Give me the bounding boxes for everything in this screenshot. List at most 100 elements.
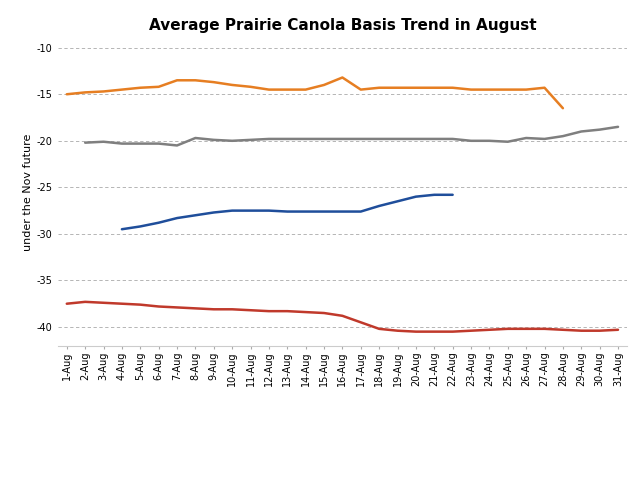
2017	[136, 224, 144, 229]
2015	[284, 136, 291, 142]
Line: 2015: 2015	[85, 127, 618, 145]
2016	[559, 327, 567, 333]
2014	[302, 87, 310, 93]
2015	[302, 136, 310, 142]
2016	[486, 327, 493, 333]
2016	[228, 306, 236, 312]
2016	[173, 304, 181, 310]
2017	[228, 208, 236, 214]
2016	[449, 329, 456, 335]
2014	[375, 85, 383, 91]
Y-axis label: under the Nov future: under the Nov future	[22, 133, 33, 251]
2017	[320, 209, 328, 215]
2016	[431, 329, 438, 335]
2014	[449, 85, 456, 91]
2015	[596, 127, 604, 132]
2017	[118, 227, 125, 232]
2014	[394, 85, 401, 91]
2016	[136, 302, 144, 308]
2014	[486, 87, 493, 93]
2014	[136, 85, 144, 91]
2016	[394, 328, 401, 334]
Line: 2016: 2016	[67, 302, 618, 332]
2017	[265, 208, 273, 214]
2015	[504, 139, 511, 144]
2015	[431, 136, 438, 142]
2016	[210, 306, 218, 312]
Line: 2014: 2014	[67, 77, 563, 108]
Title: Average Prairie Canola Basis Trend in August: Average Prairie Canola Basis Trend in Au…	[148, 18, 536, 33]
2015	[246, 137, 254, 143]
2015	[320, 136, 328, 142]
2014	[191, 77, 199, 83]
2014	[522, 87, 530, 93]
2016	[412, 329, 420, 335]
2015	[614, 124, 622, 130]
2015	[357, 136, 365, 142]
2015	[449, 136, 456, 142]
2017	[191, 212, 199, 218]
2015	[173, 143, 181, 148]
2017	[173, 215, 181, 221]
2014	[81, 89, 89, 95]
2017	[210, 210, 218, 216]
2016	[246, 307, 254, 313]
2016	[118, 301, 125, 307]
2014	[284, 87, 291, 93]
2016	[191, 305, 199, 311]
2014	[412, 85, 420, 91]
2014	[210, 79, 218, 85]
2015	[191, 135, 199, 141]
2014	[559, 105, 567, 111]
2014	[100, 89, 108, 95]
2016	[284, 308, 291, 314]
2015	[228, 138, 236, 144]
2017	[449, 192, 456, 198]
2015	[541, 136, 548, 142]
2015	[265, 136, 273, 142]
2017	[375, 203, 383, 209]
2016	[357, 320, 365, 325]
2014	[173, 77, 181, 83]
2015	[210, 137, 218, 143]
2015	[412, 136, 420, 142]
2016	[467, 328, 475, 334]
2014	[431, 85, 438, 91]
2014	[118, 87, 125, 93]
2014	[467, 87, 475, 93]
2014	[504, 87, 511, 93]
2016	[320, 310, 328, 316]
2014	[155, 84, 163, 90]
2015	[375, 136, 383, 142]
2015	[394, 136, 401, 142]
2017	[155, 220, 163, 226]
Line: 2017: 2017	[122, 195, 452, 229]
2017	[284, 209, 291, 215]
2015	[155, 141, 163, 146]
2016	[541, 326, 548, 332]
2014	[265, 87, 273, 93]
2016	[614, 327, 622, 333]
2014	[357, 87, 365, 93]
2014	[320, 82, 328, 88]
2016	[63, 301, 70, 307]
2015	[577, 129, 585, 134]
2014	[541, 85, 548, 91]
2016	[596, 328, 604, 334]
2015	[486, 138, 493, 144]
2016	[100, 300, 108, 306]
2017	[302, 209, 310, 215]
2017	[246, 208, 254, 214]
2016	[302, 309, 310, 315]
2016	[504, 326, 511, 332]
2017	[394, 198, 401, 204]
2017	[431, 192, 438, 198]
2015	[100, 139, 108, 144]
2015	[81, 140, 89, 145]
2015	[522, 135, 530, 141]
2015	[118, 141, 125, 146]
2016	[339, 313, 346, 319]
2015	[467, 138, 475, 144]
2016	[81, 299, 89, 305]
2017	[357, 209, 365, 215]
